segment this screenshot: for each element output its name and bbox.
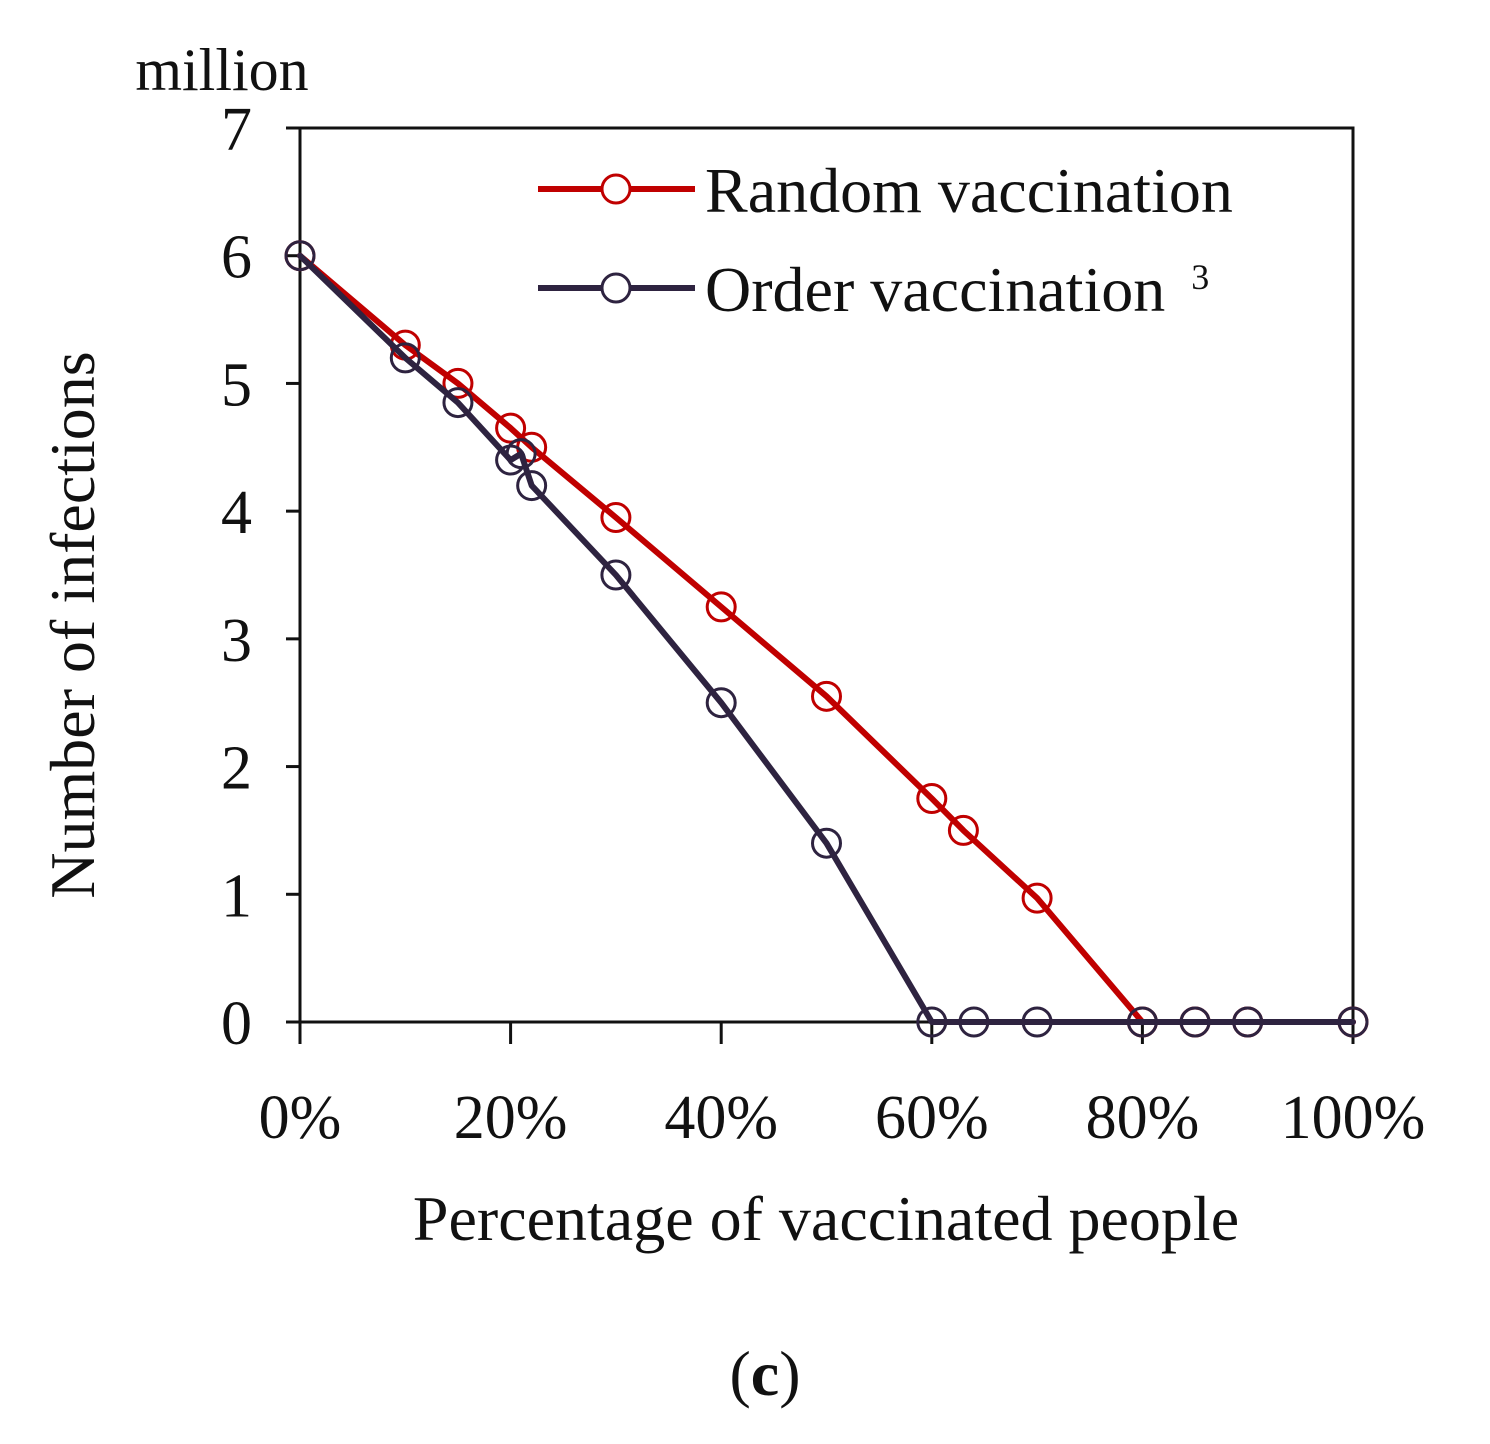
legend-label-order-superscript: 3 — [1191, 257, 1209, 297]
legend-label-random: Random vaccination — [705, 155, 1233, 226]
legend-label-order-text: Order vaccination — [705, 254, 1165, 325]
data-point — [1126, 1006, 1158, 1038]
data-point — [958, 1006, 990, 1038]
y-tick-label: 5 — [221, 351, 252, 419]
x-tick-label: 60% — [875, 1084, 989, 1152]
x-axis-ticks: 0% 20% 40% 60% 80% 100% — [259, 1022, 1426, 1152]
y-tick-label: 0 — [221, 990, 252, 1058]
legend-label-order: Order vaccination 3 — [705, 254, 1209, 325]
data-point — [705, 591, 737, 623]
legend: Random vaccination Order vaccination 3 — [538, 155, 1233, 325]
data-point — [495, 412, 527, 444]
data-point — [811, 680, 842, 712]
data-point — [705, 687, 737, 719]
series-line — [297, 252, 1356, 1025]
y-axis-title: Number of infections — [37, 351, 108, 898]
data-point — [600, 559, 632, 591]
data-point — [442, 367, 474, 399]
data-point — [1337, 1006, 1369, 1038]
x-tick-label: 80% — [1086, 1084, 1200, 1152]
unit-label: million — [135, 37, 308, 103]
caption-open: ( — [729, 1338, 750, 1409]
x-tick-label: 0% — [259, 1084, 342, 1152]
data-point — [1179, 1006, 1211, 1038]
y-tick-label: 6 — [221, 224, 252, 292]
x-axis-title: Percentage of vaccinated people — [413, 1183, 1239, 1254]
legend-marker-random — [600, 173, 632, 205]
data-point — [947, 814, 979, 846]
y-axis-ticks: 0 1 2 3 4 5 6 7 — [221, 96, 300, 1058]
y-tick-label: 1 — [221, 862, 252, 930]
caption-close: ) — [779, 1338, 800, 1409]
plot-frame — [298, 126, 1355, 1024]
data-point — [442, 387, 474, 419]
x-tick-label: 100% — [1281, 1084, 1426, 1152]
data-point — [811, 827, 842, 859]
data-point — [284, 240, 316, 272]
series-0 — [284, 240, 1369, 1038]
legend-marker-order — [600, 272, 632, 304]
series-layer — [284, 240, 1369, 1038]
data-point — [505, 438, 537, 470]
x-tick-label: 40% — [664, 1084, 778, 1152]
data-point — [516, 470, 548, 502]
y-tick-label: 3 — [221, 607, 252, 675]
x-tick-label: 20% — [454, 1084, 568, 1152]
y-tick-label: 2 — [221, 735, 252, 803]
data-point — [600, 502, 632, 534]
data-point — [916, 783, 948, 814]
data-point — [389, 342, 421, 374]
data-point — [916, 1006, 948, 1038]
data-point — [1021, 1006, 1053, 1038]
caption-letter: c — [751, 1338, 779, 1409]
y-tick-label: 7 — [221, 96, 252, 164]
series-1 — [284, 240, 1369, 1038]
data-point — [1232, 1006, 1264, 1038]
y-tick-label: 4 — [221, 479, 252, 547]
caption: (c) — [729, 1338, 800, 1409]
data-point — [1021, 882, 1053, 914]
